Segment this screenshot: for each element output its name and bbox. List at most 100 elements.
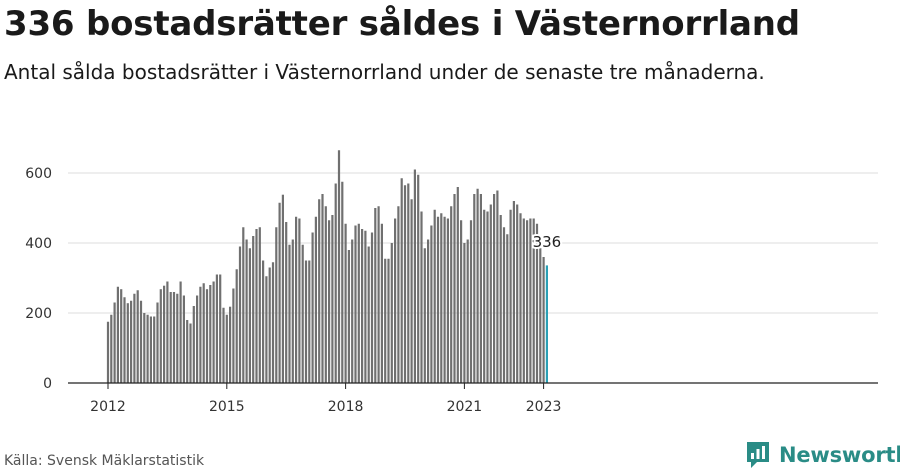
bar bbox=[361, 229, 364, 383]
bar bbox=[258, 227, 261, 383]
bar bbox=[420, 211, 423, 383]
bar bbox=[476, 188, 479, 383]
bar bbox=[403, 185, 407, 383]
bar bbox=[291, 239, 294, 383]
bar bbox=[483, 209, 486, 383]
bar bbox=[341, 181, 344, 383]
bar bbox=[456, 187, 459, 383]
bar bbox=[262, 260, 265, 383]
bar bbox=[450, 206, 453, 383]
bar bbox=[153, 316, 156, 383]
bar bbox=[516, 204, 519, 383]
bar bbox=[156, 302, 159, 383]
bar bbox=[489, 204, 492, 383]
bar bbox=[463, 243, 466, 383]
bar bbox=[301, 244, 304, 383]
bar bbox=[281, 194, 284, 383]
bar bbox=[545, 265, 548, 383]
bar bbox=[189, 323, 192, 383]
bar bbox=[460, 220, 463, 383]
bar bbox=[384, 258, 387, 383]
bar bbox=[139, 300, 143, 383]
y-tick-label: 400 bbox=[25, 236, 52, 252]
bar bbox=[252, 236, 255, 383]
bar bbox=[242, 227, 245, 383]
bar bbox=[123, 297, 126, 383]
bar bbox=[172, 292, 176, 383]
bar bbox=[430, 225, 433, 383]
x-tick-label: 2012 bbox=[90, 399, 126, 415]
x-tick-label: 2021 bbox=[447, 399, 483, 415]
bar bbox=[311, 232, 314, 383]
bar bbox=[397, 206, 400, 383]
bar bbox=[542, 257, 545, 383]
bar bbox=[387, 258, 390, 383]
bar bbox=[308, 260, 311, 383]
bar bbox=[522, 218, 525, 383]
bar bbox=[486, 211, 489, 383]
bar bbox=[506, 234, 509, 383]
source-note: Källa: Svensk Mäklarstatistik bbox=[4, 453, 205, 469]
bar bbox=[466, 239, 469, 383]
chart-subtitle: Antal sålda bostadsrätter i Västernorrla… bbox=[4, 60, 765, 84]
bar bbox=[235, 269, 238, 383]
bar bbox=[143, 313, 146, 383]
bar bbox=[337, 150, 341, 383]
bar bbox=[410, 199, 413, 383]
bar bbox=[196, 295, 199, 383]
bar bbox=[275, 227, 278, 383]
bar bbox=[321, 194, 324, 383]
y-tick-label: 600 bbox=[25, 166, 52, 182]
bar bbox=[245, 239, 248, 383]
bar bbox=[436, 216, 440, 383]
bar bbox=[443, 216, 446, 383]
newsworthy-logo: Newsworthy bbox=[745, 440, 900, 470]
bar bbox=[417, 174, 420, 383]
bar bbox=[318, 199, 321, 383]
bar bbox=[529, 218, 532, 383]
last-value-label: 336 bbox=[533, 233, 562, 251]
bar bbox=[535, 223, 539, 383]
y-tick-label: 0 bbox=[43, 376, 52, 392]
bar bbox=[407, 183, 410, 383]
bar bbox=[229, 306, 232, 383]
bar bbox=[136, 290, 139, 383]
bar bbox=[219, 274, 222, 383]
bar bbox=[133, 293, 136, 383]
bar bbox=[351, 239, 354, 383]
bar bbox=[159, 289, 162, 383]
bar bbox=[519, 213, 522, 383]
bar bbox=[440, 213, 443, 383]
bar bbox=[215, 274, 218, 383]
bar bbox=[113, 302, 116, 383]
bar bbox=[499, 215, 502, 383]
bar bbox=[186, 320, 189, 383]
bar bbox=[146, 314, 149, 383]
bar bbox=[502, 227, 506, 383]
x-tick-label: 2023 bbox=[526, 399, 562, 415]
bar bbox=[199, 286, 202, 383]
bar bbox=[238, 246, 242, 383]
bar bbox=[278, 202, 281, 383]
bar bbox=[232, 288, 235, 383]
bar bbox=[248, 248, 251, 383]
bar bbox=[331, 215, 334, 383]
bar bbox=[347, 250, 350, 383]
newsworthy-logo-icon bbox=[747, 442, 769, 468]
bar bbox=[344, 223, 347, 383]
bar bbox=[110, 314, 113, 383]
x-tick-label: 2015 bbox=[209, 399, 245, 415]
y-tick-label: 200 bbox=[25, 306, 52, 322]
bar bbox=[225, 314, 228, 383]
bar bbox=[427, 239, 430, 383]
bar bbox=[265, 276, 268, 383]
bar bbox=[288, 244, 291, 383]
bar bbox=[509, 209, 512, 383]
bar bbox=[120, 289, 123, 383]
bar bbox=[149, 316, 152, 383]
bar bbox=[298, 218, 301, 383]
bar bbox=[539, 248, 542, 383]
bar bbox=[222, 307, 225, 383]
bar bbox=[295, 216, 298, 383]
